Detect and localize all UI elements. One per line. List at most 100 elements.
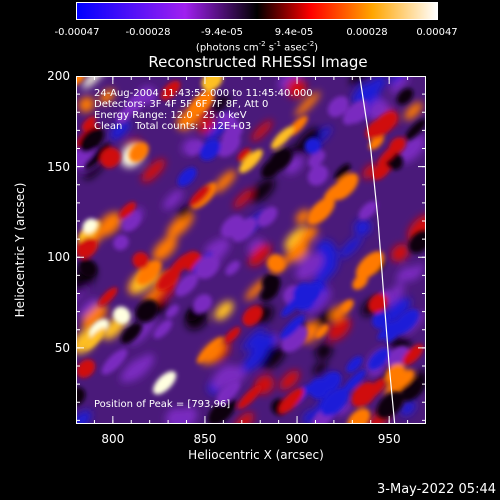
heatmap-blob (405, 118, 426, 141)
heatmap-blob (100, 147, 121, 169)
heatmap-blob (393, 309, 419, 335)
heatmap-blob (129, 318, 156, 345)
heatmap-blob (124, 91, 148, 115)
heatmap-blob (396, 266, 413, 283)
heatmap-blob (101, 348, 128, 375)
heatmap-blob (377, 320, 398, 340)
heatmap-blob (308, 378, 329, 399)
x-axis-label: Heliocentric X (arcsec) (188, 448, 324, 462)
heatmap-blob (153, 371, 177, 395)
heatmap-blob (79, 127, 104, 153)
heatmap-blob (368, 134, 384, 150)
heatmap-blob (354, 219, 371, 236)
heatmap-blob (279, 314, 305, 340)
heatmap-blob (295, 252, 324, 281)
heatmap-blob (84, 327, 107, 350)
heatmap-blob (177, 167, 197, 187)
heatmap-blob (278, 387, 305, 414)
heatmap-blob (261, 158, 281, 179)
heatmap-blob (82, 218, 98, 234)
x-tick-label: 900 (285, 432, 309, 446)
heatmap-blob (76, 76, 85, 86)
heatmap-blob (307, 197, 336, 225)
plot-frame (76, 76, 426, 424)
heatmap-blob (389, 76, 410, 95)
x-tick-label: 800 (101, 432, 125, 446)
heatmap-blob (187, 90, 215, 117)
heatmap-blob (266, 254, 286, 273)
heatmap-blob (78, 297, 98, 317)
heatmap-blob (346, 356, 363, 373)
heatmap-blob (313, 261, 339, 287)
heatmap-blob (210, 94, 230, 113)
colorbar-tick-label: -0.00047 (54, 27, 100, 38)
heatmap-blob (120, 322, 142, 344)
heatmap-plot (76, 76, 426, 424)
heatmap-blob (204, 241, 219, 256)
heatmap-blob (201, 76, 223, 91)
y-axis-label: Heliocentric Y (arcsec) (13, 182, 27, 318)
heatmap-blob (141, 158, 166, 183)
colorbar-tick-label: 9.4e-05 (274, 27, 314, 38)
annotation-peak: Position of Peak = [793,96] (94, 399, 231, 410)
heatmap-blob (237, 384, 262, 410)
heatmap-blob (358, 201, 378, 220)
heatmap-blob (166, 211, 194, 239)
heatmap-blob (160, 80, 181, 101)
heatmap-blob (122, 213, 141, 232)
heatmap-blob (377, 141, 402, 166)
heatmap-blob (152, 236, 178, 262)
heatmap-blob (307, 165, 329, 186)
heatmap-blob (299, 225, 318, 245)
heatmap-blob (113, 234, 129, 251)
heatmap-blob (370, 111, 397, 139)
colorbar-tick-label: -9.4e-05 (201, 27, 243, 38)
heatmap-blob (368, 293, 388, 314)
y-tick-label: 200 (47, 69, 70, 83)
heatmap-blob (187, 140, 203, 156)
heatmap-blob (78, 258, 97, 277)
heatmap-blob (327, 96, 349, 118)
heatmap-blob (224, 326, 241, 344)
y-tick-label: 150 (47, 159, 70, 174)
heatmap-blob (76, 237, 98, 259)
heatmap-blob (286, 78, 307, 99)
heatmap-blob (277, 76, 303, 91)
heatmap-blob (284, 226, 309, 251)
heatmap-blob (219, 112, 238, 131)
heatmap-blob (242, 305, 263, 327)
heatmap-blob (99, 88, 115, 104)
heatmap-blob (213, 170, 237, 193)
heatmap-blob (195, 255, 219, 279)
heatmap-blob (346, 101, 369, 124)
heatmap-blob (84, 143, 111, 170)
heatmap-blob (199, 139, 221, 161)
heatmap-blob (271, 126, 294, 150)
heatmap-blob (189, 185, 211, 207)
heatmap-blob (400, 400, 416, 416)
heatmap-blob (404, 101, 423, 121)
heatmap-blob (193, 294, 212, 314)
heatmap-blob (257, 206, 278, 227)
y-tick-label: 100 (47, 250, 70, 265)
heatmap-blob (175, 273, 199, 297)
heatmap-blob (119, 201, 136, 219)
heatmap-blob (116, 109, 131, 124)
heatmap-blob (331, 173, 359, 201)
heatmap-blob (241, 346, 268, 373)
heatmap-blob (347, 408, 371, 424)
x-tick-label: 950 (377, 432, 401, 446)
heatmap-blob (340, 299, 354, 314)
heatmap-blob (98, 287, 118, 307)
heatmap-blob (406, 264, 424, 282)
heatmap-blob (242, 328, 265, 351)
heatmap-blob (313, 361, 327, 376)
heatmap-blob (232, 217, 257, 243)
colorbar (76, 2, 438, 20)
heatmap-blob (135, 299, 159, 323)
heatmap-blob (314, 324, 329, 339)
heatmap-blob (109, 119, 131, 140)
annotation-energy: Energy Range: 12.0 - 25.0 keV (94, 110, 247, 121)
heatmap-blob (234, 412, 254, 424)
chart-title: Reconstructed RHESSI Image (148, 53, 368, 71)
